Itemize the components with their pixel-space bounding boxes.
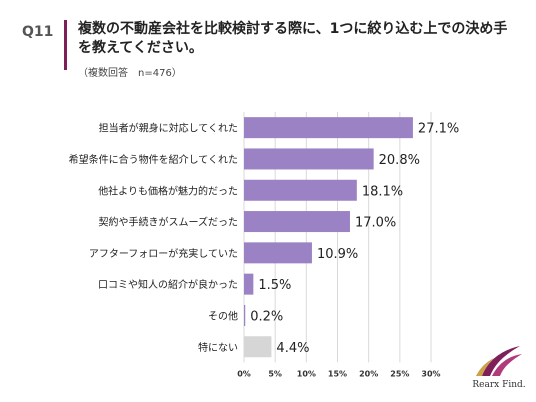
- bar: [244, 242, 312, 264]
- question-accent-bar: [64, 20, 67, 70]
- category-label: 契約や手続きがスムーズだった: [99, 216, 239, 229]
- category-label: その他: [208, 309, 238, 322]
- logo-text: Rearx Find.: [472, 380, 526, 390]
- bar: [244, 179, 357, 201]
- bar: [244, 304, 246, 326]
- data-label: 18.1%: [362, 184, 403, 199]
- question-number: Q11: [22, 24, 54, 40]
- data-label: 1.5%: [258, 278, 291, 293]
- rearx-find-logo-icon: [476, 346, 522, 376]
- category-label: 希望条件に合う物件を紹介してくれた: [69, 153, 238, 166]
- data-label: 0.2%: [250, 309, 283, 324]
- sample-note: （複数回答 n=476）: [78, 68, 182, 79]
- x-tick-label: 10%: [297, 369, 316, 378]
- data-label: 10.9%: [317, 247, 358, 262]
- data-label: 17.0%: [355, 216, 396, 231]
- data-label: 20.8%: [379, 153, 420, 168]
- x-tick-label: 5%: [268, 369, 282, 378]
- category-label: アフターフォローが充実していた: [89, 247, 238, 260]
- x-tick-label: 20%: [359, 369, 378, 378]
- bar: [244, 336, 272, 358]
- category-label: 特にない: [198, 342, 238, 354]
- x-tick-label: 0%: [237, 369, 251, 378]
- category-label: 口コミや知人の紹介が良かった: [98, 278, 238, 291]
- bar: [244, 211, 350, 233]
- bar: [244, 273, 254, 295]
- bar: [244, 148, 374, 170]
- x-tick-label: 25%: [390, 369, 409, 378]
- question-title: 複数の不動産会社を比較検討する際に、1つに絞り込む上での決め手を教えてください。: [78, 21, 508, 56]
- bar: [244, 117, 413, 139]
- x-tick-label: 30%: [421, 369, 440, 378]
- category-label: 他社よりも価格が魅力的だった: [98, 184, 238, 197]
- x-tick-label: 15%: [328, 369, 347, 378]
- data-label: 4.4%: [276, 341, 309, 356]
- category-label: 担当者が親身に対応してくれた: [99, 122, 238, 135]
- data-label: 27.1%: [418, 122, 459, 137]
